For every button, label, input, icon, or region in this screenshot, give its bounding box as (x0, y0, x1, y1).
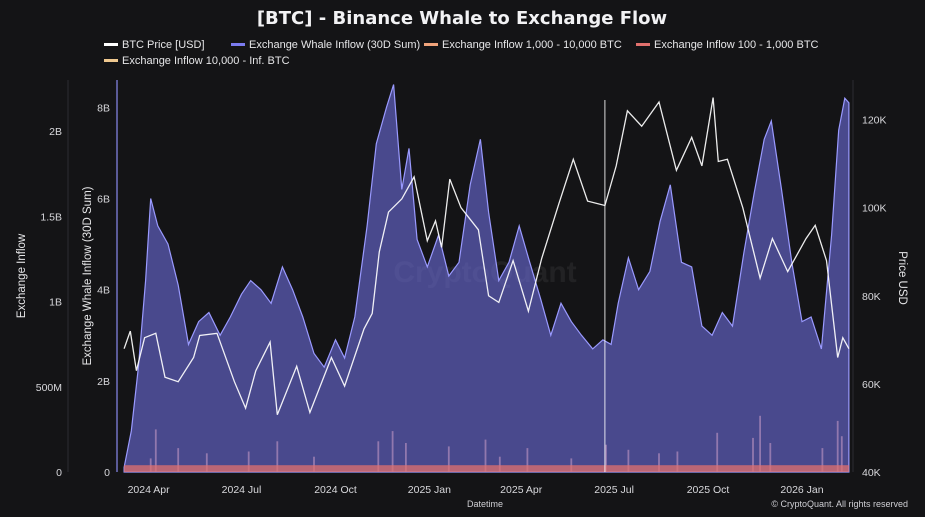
right-tick-label-3: 100K (862, 203, 887, 215)
mid-axis-ticks: 0 2B 4B 6B 8B (97, 102, 110, 479)
x-tick-label-6: 2025 Oct (687, 484, 730, 496)
x-tick-label-5: 2025 Jul (594, 484, 634, 496)
mid-tick-label-0: 0 (104, 467, 110, 479)
x-tick-label-2: 2024 Oct (314, 484, 357, 496)
left-axis-title: Exchange Inflow (16, 233, 28, 318)
legend-label-inflow-1000-10000: Exchange Inflow 1,000 - 10,000 BTC (442, 39, 622, 51)
legend-swatch-whale-inflow (231, 43, 245, 46)
btc-price-line (123, 97, 850, 415)
x-tick-label-3: 2025 Jan (408, 484, 451, 496)
x-tick-label-0: 2024 Apr (128, 484, 171, 496)
credit-text: © CryptoQuant. All rights reserved (771, 499, 908, 509)
chart-title: [BTC] - Binance Whale to Exchange Flow (257, 8, 667, 29)
right-tick-label-4: 120K (862, 115, 887, 127)
mid-axis-title: Exchange Whale Inflow (30D Sum) (82, 186, 94, 365)
left-axis-ticks: 0 500M 1B 1.5B 2B (36, 126, 62, 479)
legend-item-inflow-1000-10000[interactable]: Exchange Inflow 1,000 - 10,000 BTC (424, 39, 622, 51)
left-tick-label-1: 500M (36, 382, 62, 394)
mid-tick-label-3: 6B (97, 194, 110, 206)
right-axis-ticks: 40K 60K 80K 100K 120K (862, 115, 887, 479)
right-tick-label-2: 80K (862, 291, 881, 303)
left-tick-label-3: 1.5B (40, 211, 62, 223)
legend-item-btc-price[interactable]: BTC Price [USD] (104, 39, 205, 51)
legend-label-whale-inflow: Exchange Whale Inflow (30D Sum) (249, 39, 420, 51)
x-axis-title: Datetime (467, 499, 503, 509)
legend-label-inflow-10000-inf: Exchange Inflow 10,000 - Inf. BTC (122, 55, 290, 67)
legend-label-btc-price: BTC Price [USD] (122, 39, 205, 51)
right-tick-label-1: 60K (862, 379, 881, 391)
legend-swatch-inflow-10000-inf (104, 59, 118, 62)
mid-tick-label-1: 2B (97, 376, 110, 388)
right-tick-label-0: 40K (862, 467, 881, 479)
legend-item-whale-inflow[interactable]: Exchange Whale Inflow (30D Sum) (231, 39, 420, 51)
legend-swatch-btc-price (104, 43, 118, 46)
legend: BTC Price [USD] Exchange Whale Inflow (3… (104, 39, 819, 67)
mid-tick-label-2: 4B (97, 285, 110, 297)
legend-item-inflow-10000-inf[interactable]: Exchange Inflow 10,000 - Inf. BTC (104, 55, 290, 67)
x-tick-label-7: 2026 Jan (780, 484, 823, 496)
left-tick-label-0: 0 (56, 467, 62, 479)
legend-swatch-inflow-1000-10000 (424, 43, 438, 46)
legend-swatch-inflow-100-1000 (636, 43, 650, 46)
left-tick-label-4: 2B (49, 126, 62, 138)
legend-label-inflow-100-1000: Exchange Inflow 100 - 1,000 BTC (654, 39, 819, 51)
left-tick-label-2: 1B (49, 297, 62, 309)
x-tick-label-1: 2024 Jul (222, 484, 262, 496)
x-axis-ticks: 2024 Apr 2024 Jul 2024 Oct 2025 Jan 2025 Apr… (128, 484, 824, 496)
right-axis-title: Price USD (896, 251, 908, 305)
inflow-base-band (124, 465, 849, 472)
mid-tick-label-4: 8B (97, 102, 110, 114)
x-tick-label-4: 2025 Apr (500, 484, 543, 496)
legend-item-inflow-100-1000[interactable]: Exchange Inflow 100 - 1,000 BTC (636, 39, 819, 51)
